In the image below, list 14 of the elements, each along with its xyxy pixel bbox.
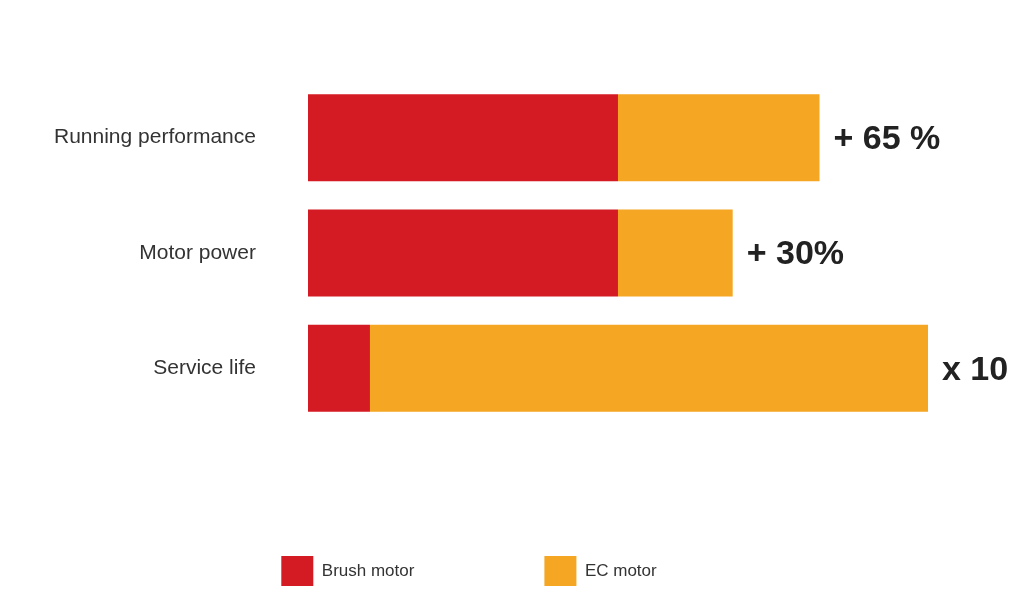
- bar: [617, 94, 820, 182]
- y-tick-label: Motor power: [139, 239, 256, 263]
- legend-label: Brush motor: [321, 560, 415, 580]
- annotation: + 30%: [746, 233, 845, 272]
- legend-label: EC motor: [584, 560, 658, 580]
- annotation: + 65 %: [833, 118, 941, 157]
- bar: [369, 324, 928, 412]
- bar: [307, 209, 618, 297]
- annotation: x 10: [942, 348, 1009, 387]
- bar: [307, 94, 618, 182]
- bar: [307, 324, 370, 412]
- y-tick-label: Running performance: [54, 124, 256, 148]
- bar: [617, 209, 733, 297]
- y-tick-label: Service life: [153, 355, 256, 379]
